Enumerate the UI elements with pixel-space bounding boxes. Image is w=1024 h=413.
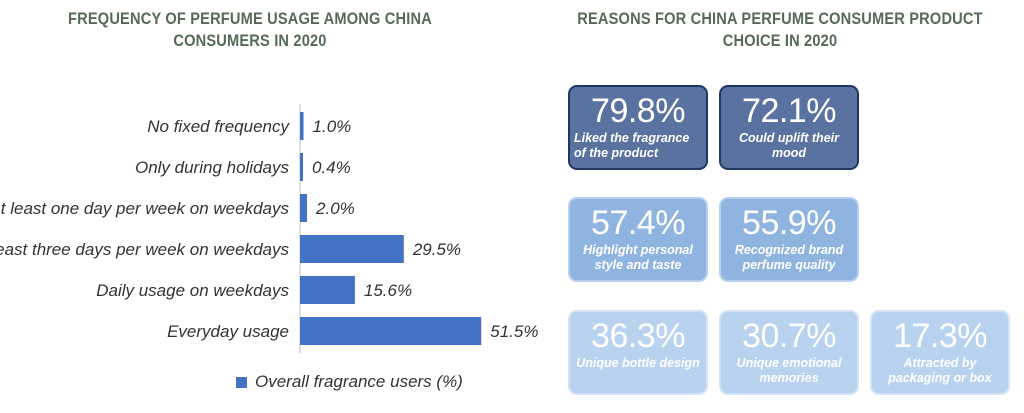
- reason-tile-1: 79.8% Liked the fragrance of the product: [568, 85, 708, 170]
- reason-tile-2: 72.1% Could uplift their mood: [719, 85, 859, 170]
- reason-tile-5: 36.3% Unique bottle design: [568, 310, 708, 395]
- tile-value: 55.9%: [742, 204, 836, 242]
- tile-label: Liked the fragrance of the product: [574, 131, 690, 160]
- bar: [300, 235, 404, 263]
- left-chart-title: FREQUENCY OF PERFUME USAGE AMONG CHINA C…: [68, 9, 432, 50]
- legend-swatch: [236, 376, 247, 388]
- tile-value: 79.8%: [591, 92, 685, 130]
- right-chart-title: REASONS FOR CHINA PERFUME CONSUMER PRODU…: [577, 9, 983, 50]
- bar: [300, 317, 482, 345]
- tile-label: Highlight personal style and taste: [583, 243, 693, 272]
- category-label: At least three days per week on weekdays: [0, 240, 289, 259]
- tile-label: Could uplift their mood: [739, 131, 839, 160]
- category-label: Everyday usage: [167, 322, 289, 341]
- tile-label: Recognized brand perfume quality: [734, 243, 844, 272]
- tile-label: Unique emotional memories: [736, 356, 842, 385]
- chart-legend: Overall fragrance users (%): [236, 372, 463, 392]
- category-label: Daily usage on weekdays: [96, 281, 289, 300]
- tile-value: 72.1%: [742, 92, 836, 130]
- tile-value: 30.7%: [742, 317, 836, 355]
- value-label: 0.4%: [312, 158, 351, 177]
- tile-value: 17.3%: [893, 317, 987, 355]
- tile-value: 36.3%: [591, 317, 685, 355]
- frequency-bar-chart: No fixed frequency 1.0% Only during holida…: [0, 104, 538, 353]
- tile-value: 57.4%: [591, 204, 685, 242]
- category-label: At least one day per week on weekdays: [0, 199, 289, 218]
- value-label: 51.5%: [490, 322, 538, 341]
- bar: [300, 194, 308, 222]
- bar: [300, 112, 304, 140]
- legend-label: Overall fragrance users (%): [255, 372, 463, 391]
- value-label: 1.0%: [313, 117, 352, 136]
- reason-tile-3: 57.4% Highlight personal style and taste: [568, 197, 708, 282]
- category-label: Only during holidays: [135, 158, 290, 177]
- reason-tile-6: 30.7% Unique emotional memories: [719, 310, 859, 395]
- value-label: 29.5%: [412, 240, 461, 259]
- value-label: 15.6%: [364, 281, 412, 300]
- tile-label: Unique bottle design: [576, 356, 700, 370]
- tile-label: Attracted by packaging or box: [888, 356, 992, 385]
- category-label: No fixed frequency: [147, 117, 290, 136]
- value-label: 2.0%: [315, 199, 355, 218]
- reason-tile-7: 17.3% Attracted by packaging or box: [870, 310, 1010, 395]
- bar: [300, 276, 355, 304]
- bar: [300, 153, 303, 181]
- reason-tile-4: 55.9% Recognized brand perfume quality: [719, 197, 859, 282]
